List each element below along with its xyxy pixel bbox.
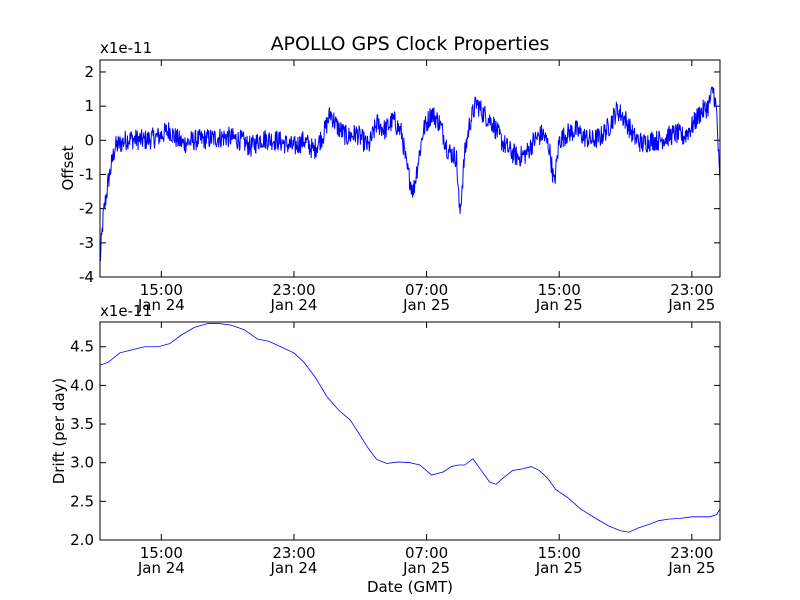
offset-xtick-time: 15:00 <box>538 281 581 299</box>
drift-multiplier: x1e-11 <box>100 302 152 320</box>
offset-xtick-time: 07:00 <box>405 281 448 299</box>
offset-series-line <box>99 86 721 262</box>
x-axis-label: Date (GMT) <box>367 578 453 596</box>
offset-axes-frame <box>99 59 721 278</box>
drift-ytick-label: 2.5 <box>70 492 94 510</box>
drift-xtick-time: 15:00 <box>538 544 581 562</box>
offset-xtick-time: 15:00 <box>140 281 183 299</box>
drift-panel: x1e-11 Drift (per day) Date (GMT) 2.0 2.5… <box>50 302 721 596</box>
offset-xtick-date: Jan 25 <box>402 296 450 314</box>
drift-ytick-label: 3.0 <box>70 454 94 472</box>
offset-multiplier: x1e-11 <box>100 39 152 57</box>
offset-xtick-date: Jan 24 <box>137 296 185 314</box>
drift-axes-frame <box>99 321 721 541</box>
offset-xtick-date: Jan 24 <box>269 296 317 314</box>
drift-xtick-date: Jan 25 <box>667 559 715 577</box>
drift-ytick-label: 4.5 <box>70 338 94 356</box>
drift-series-line <box>99 323 721 533</box>
offset-ytick-label: 0 <box>84 131 94 149</box>
drift-xtick-date: Jan 25 <box>402 559 450 577</box>
drift-xtick-date: Jan 25 <box>535 559 583 577</box>
drift-xtick-time: 15:00 <box>140 544 183 562</box>
offset-xtick-time: 23:00 <box>272 281 315 299</box>
drift-xtick-time: 07:00 <box>405 544 448 562</box>
drift-xtick-time: 23:00 <box>272 544 315 562</box>
drift-ytick-label: 3.5 <box>70 415 94 433</box>
offset-xtick-date: Jan 25 <box>535 296 583 314</box>
offset-xtick-date: Jan 25 <box>667 296 715 314</box>
offset-ytick-label: -2 <box>79 200 94 218</box>
offset-ytick-label: -3 <box>79 234 94 252</box>
drift-ytick-label: 4.0 <box>70 376 94 394</box>
drift-xtick-date: Jan 24 <box>137 559 185 577</box>
drift-ytick-label: 2.0 <box>70 531 94 549</box>
offset-ylabel: Offset <box>59 145 77 190</box>
chart-title: APOLLO GPS Clock Properties <box>271 33 550 55</box>
offset-ytick-label: -4 <box>79 268 94 286</box>
drift-xtick-time: 23:00 <box>670 544 713 562</box>
offset-ytick-label: 1 <box>84 97 94 115</box>
offset-ytick-label: 2 <box>84 63 94 81</box>
drift-ylabel: Drift (per day) <box>50 378 68 485</box>
drift-xtick-date: Jan 24 <box>269 559 317 577</box>
offset-ytick-label: -1 <box>79 165 94 183</box>
offset-xtick-time: 23:00 <box>670 281 713 299</box>
